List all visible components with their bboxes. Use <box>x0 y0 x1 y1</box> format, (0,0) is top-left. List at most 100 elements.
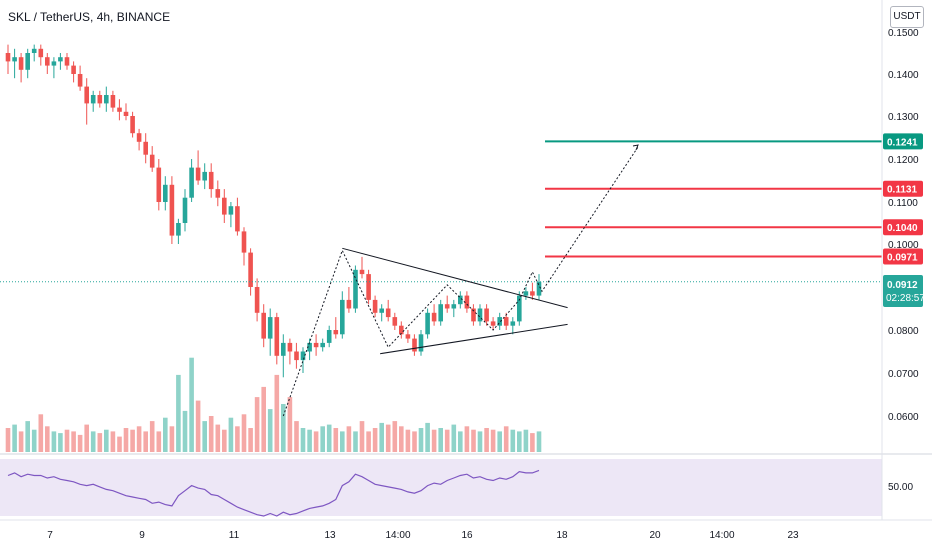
volume-bar <box>523 429 529 452</box>
candle-body <box>346 299 352 309</box>
volume-bar <box>208 416 214 452</box>
volume-bar <box>97 433 103 452</box>
volume-bar <box>117 436 122 452</box>
volume-bar <box>31 429 37 452</box>
candle-body <box>536 281 542 296</box>
rsi-axis: 50.00 <box>888 482 913 493</box>
candle-body <box>274 317 280 356</box>
candle-body <box>425 312 430 335</box>
level-tag-bg <box>883 180 923 197</box>
candle-body <box>405 334 411 339</box>
volume-bar <box>195 400 201 452</box>
candle-body <box>97 95 103 104</box>
volume-bar <box>38 414 44 452</box>
volume-bar <box>228 417 234 452</box>
candle-body <box>294 351 299 361</box>
level-tag-label: 0.1131 <box>887 185 917 196</box>
volume-bar <box>12 424 17 452</box>
level-tag-bg <box>883 248 923 265</box>
volume-bar <box>464 426 470 452</box>
volume-bar <box>418 428 424 452</box>
volume-bar <box>267 409 273 452</box>
candle-body <box>385 308 391 318</box>
candle-body <box>104 95 109 104</box>
volume-bar <box>182 410 188 452</box>
volume-bar <box>536 431 542 452</box>
candle-body <box>176 223 181 236</box>
volume-bar <box>149 421 155 452</box>
volume-bar <box>477 431 483 452</box>
candle-body <box>313 342 319 348</box>
candle-body <box>182 197 188 223</box>
candle-body <box>300 351 306 361</box>
volume-bar <box>202 421 207 452</box>
volume-bar <box>235 426 240 452</box>
candle-body <box>464 295 470 309</box>
candle-body <box>143 141 148 155</box>
volume-bar <box>18 431 24 452</box>
level-tag-label: 0.1040 <box>887 223 918 234</box>
candle-body <box>123 111 129 116</box>
candle-body <box>477 308 483 322</box>
candle-body <box>31 48 37 53</box>
candle-body <box>18 57 24 70</box>
projection-path <box>282 146 639 417</box>
price-axis-label: 0.1400 <box>888 70 919 81</box>
volume-bar <box>340 431 345 452</box>
current-price-label: 0.0912 <box>887 280 918 291</box>
volume-bar <box>392 421 398 452</box>
time-axis-label: 11 <box>229 530 240 541</box>
candle-body <box>366 274 371 300</box>
volume-bar <box>176 374 181 452</box>
volume-bar <box>261 386 266 452</box>
volume-bar <box>287 397 293 452</box>
candle-body <box>431 312 437 322</box>
volume-bar <box>58 433 63 452</box>
candle-body <box>5 53 11 62</box>
volume-bar <box>458 431 463 452</box>
volume-bar <box>294 421 299 452</box>
candle-body <box>517 295 522 322</box>
rsi-series <box>7 469 540 517</box>
volume-bar <box>25 421 30 452</box>
candle-body <box>248 252 253 287</box>
volume-bar <box>510 429 516 452</box>
candle-body <box>235 206 240 232</box>
volume-bar <box>444 429 450 452</box>
volume-bar <box>300 428 306 452</box>
volume-bar <box>379 422 384 452</box>
candle-body <box>149 154 155 168</box>
volume-bar <box>104 429 109 452</box>
candle-body <box>51 61 57 66</box>
candle-body <box>281 342 286 356</box>
candle-body <box>418 334 424 352</box>
candle-body <box>287 342 293 352</box>
level-tag-label: 0.1241 <box>887 137 918 148</box>
volume-bar <box>189 357 194 452</box>
volume-bar <box>143 431 148 452</box>
candles <box>5 44 542 378</box>
volume-bar <box>222 429 227 452</box>
volume-bar <box>281 404 286 452</box>
volume-bar <box>71 431 76 452</box>
time-axis-label: 9 <box>139 530 145 541</box>
volume-bar <box>412 431 417 452</box>
volume-bar <box>163 417 168 452</box>
time-axis-label: 20 <box>649 530 661 541</box>
candle-body <box>444 304 450 309</box>
volume-bar <box>84 424 89 452</box>
rsi-axis-label: 50.00 <box>888 482 913 493</box>
candle-body <box>438 304 443 322</box>
candle-body <box>58 57 63 62</box>
currency-button[interactable]: USDT <box>890 6 924 28</box>
candle-body <box>261 312 266 339</box>
price-axis-label: 0.0600 <box>888 412 919 423</box>
volume-bar <box>248 428 253 452</box>
volume-bar <box>45 426 50 452</box>
volume-bar <box>399 426 404 452</box>
candle-body <box>503 317 509 326</box>
volume-bar <box>156 431 162 452</box>
candle-body <box>267 317 273 339</box>
volume-bar <box>320 426 325 452</box>
